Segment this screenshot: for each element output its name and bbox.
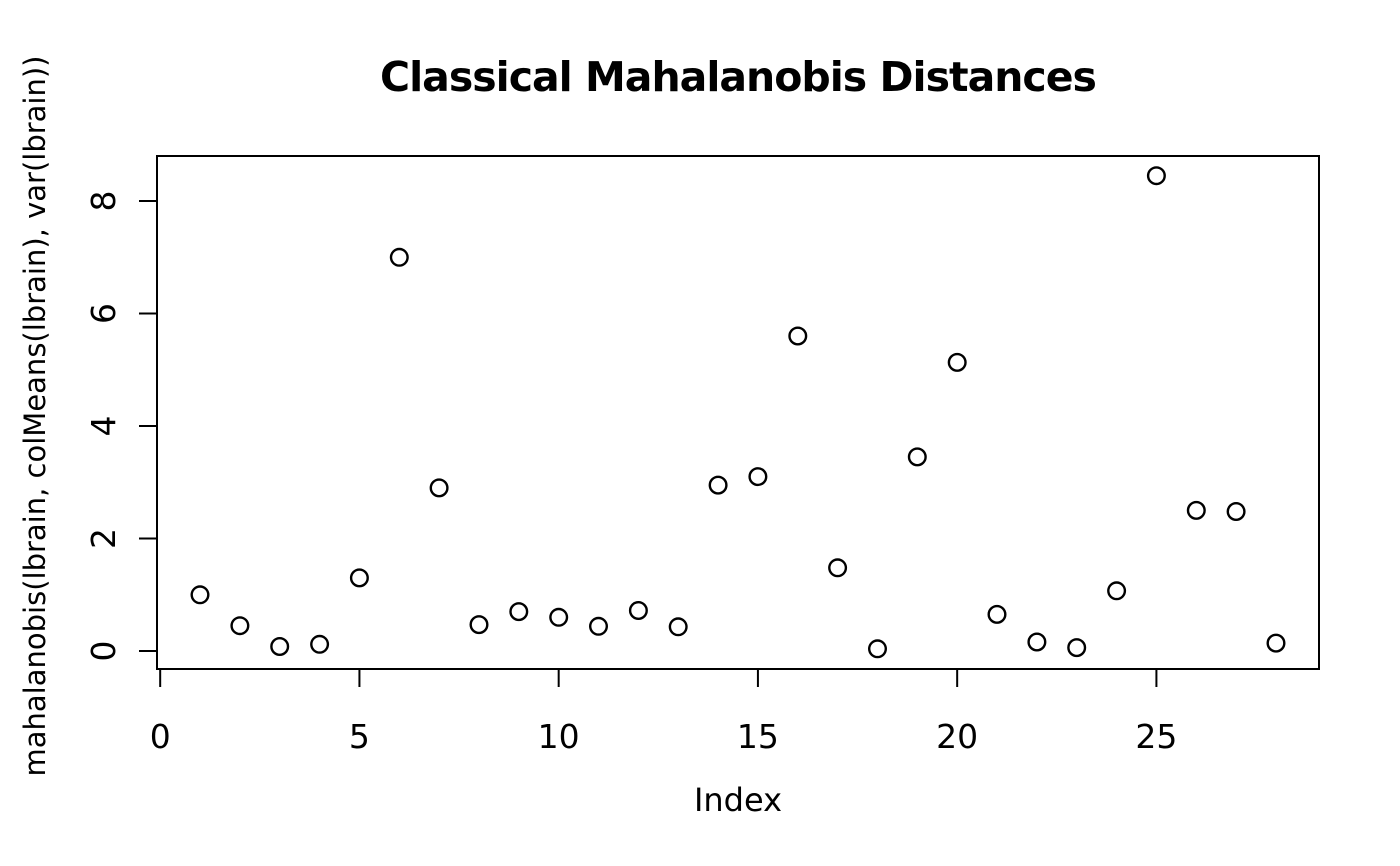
y-tick-label: 8 — [84, 191, 123, 212]
data-point — [868, 639, 888, 659]
x-tick-label: 10 — [538, 717, 580, 756]
data-point — [549, 607, 569, 627]
data-point — [828, 558, 848, 578]
data-point — [589, 616, 609, 636]
data-point — [509, 602, 529, 622]
data-point — [1067, 638, 1087, 658]
data-point — [1186, 500, 1206, 520]
data-point — [389, 247, 409, 267]
data-point — [429, 478, 449, 498]
x-tick-label: 5 — [349, 717, 370, 756]
y-axis-label: mahalanobis(lbrain, colMeans(lbrain), va… — [18, 55, 52, 777]
plot-box — [156, 155, 1320, 670]
data-point — [708, 475, 728, 495]
data-point — [947, 352, 967, 372]
data-point — [748, 467, 768, 487]
y-tick-label: 6 — [84, 303, 123, 324]
data-point — [1027, 632, 1047, 652]
data-point — [1226, 502, 1246, 522]
data-point — [190, 585, 210, 605]
y-tick-label: 2 — [84, 528, 123, 549]
data-point — [1107, 581, 1127, 601]
data-point — [987, 604, 1007, 624]
data-point — [788, 326, 808, 346]
x-tick-label: 25 — [1135, 717, 1177, 756]
data-point — [230, 616, 250, 636]
x-axis-label: Index — [693, 781, 783, 819]
data-point — [907, 447, 927, 467]
data-point — [628, 601, 648, 621]
x-tick-label: 15 — [737, 717, 779, 756]
data-point — [1146, 166, 1166, 186]
data-point — [349, 568, 369, 588]
data-point — [469, 615, 489, 635]
data-point — [1266, 633, 1286, 653]
y-tick-label: 4 — [84, 416, 123, 437]
data-point — [668, 617, 688, 637]
data-point — [310, 634, 330, 654]
x-tick-label: 0 — [150, 717, 171, 756]
chart-title: Classical Mahalanobis Distances — [380, 53, 1097, 101]
x-tick-label: 20 — [936, 717, 978, 756]
data-point — [270, 637, 290, 657]
y-tick-label: 0 — [84, 641, 123, 662]
